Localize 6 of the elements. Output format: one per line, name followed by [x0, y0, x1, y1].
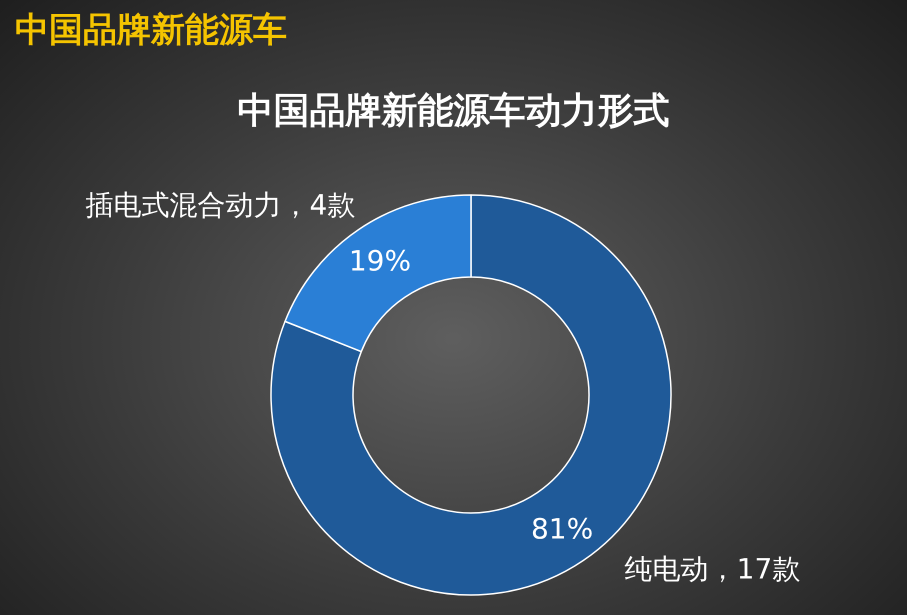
- chart-title: 中国品牌新能源车: [15, 10, 287, 50]
- data-label: 81%: [530, 512, 594, 546]
- slice-label: 纯电动，17款: [624, 552, 800, 586]
- chart-subtitle: 中国品牌新能源车动力形式: [238, 90, 670, 132]
- slice-label: 插电式混合动力，4款: [86, 188, 356, 222]
- data-label: 19%: [348, 244, 412, 278]
